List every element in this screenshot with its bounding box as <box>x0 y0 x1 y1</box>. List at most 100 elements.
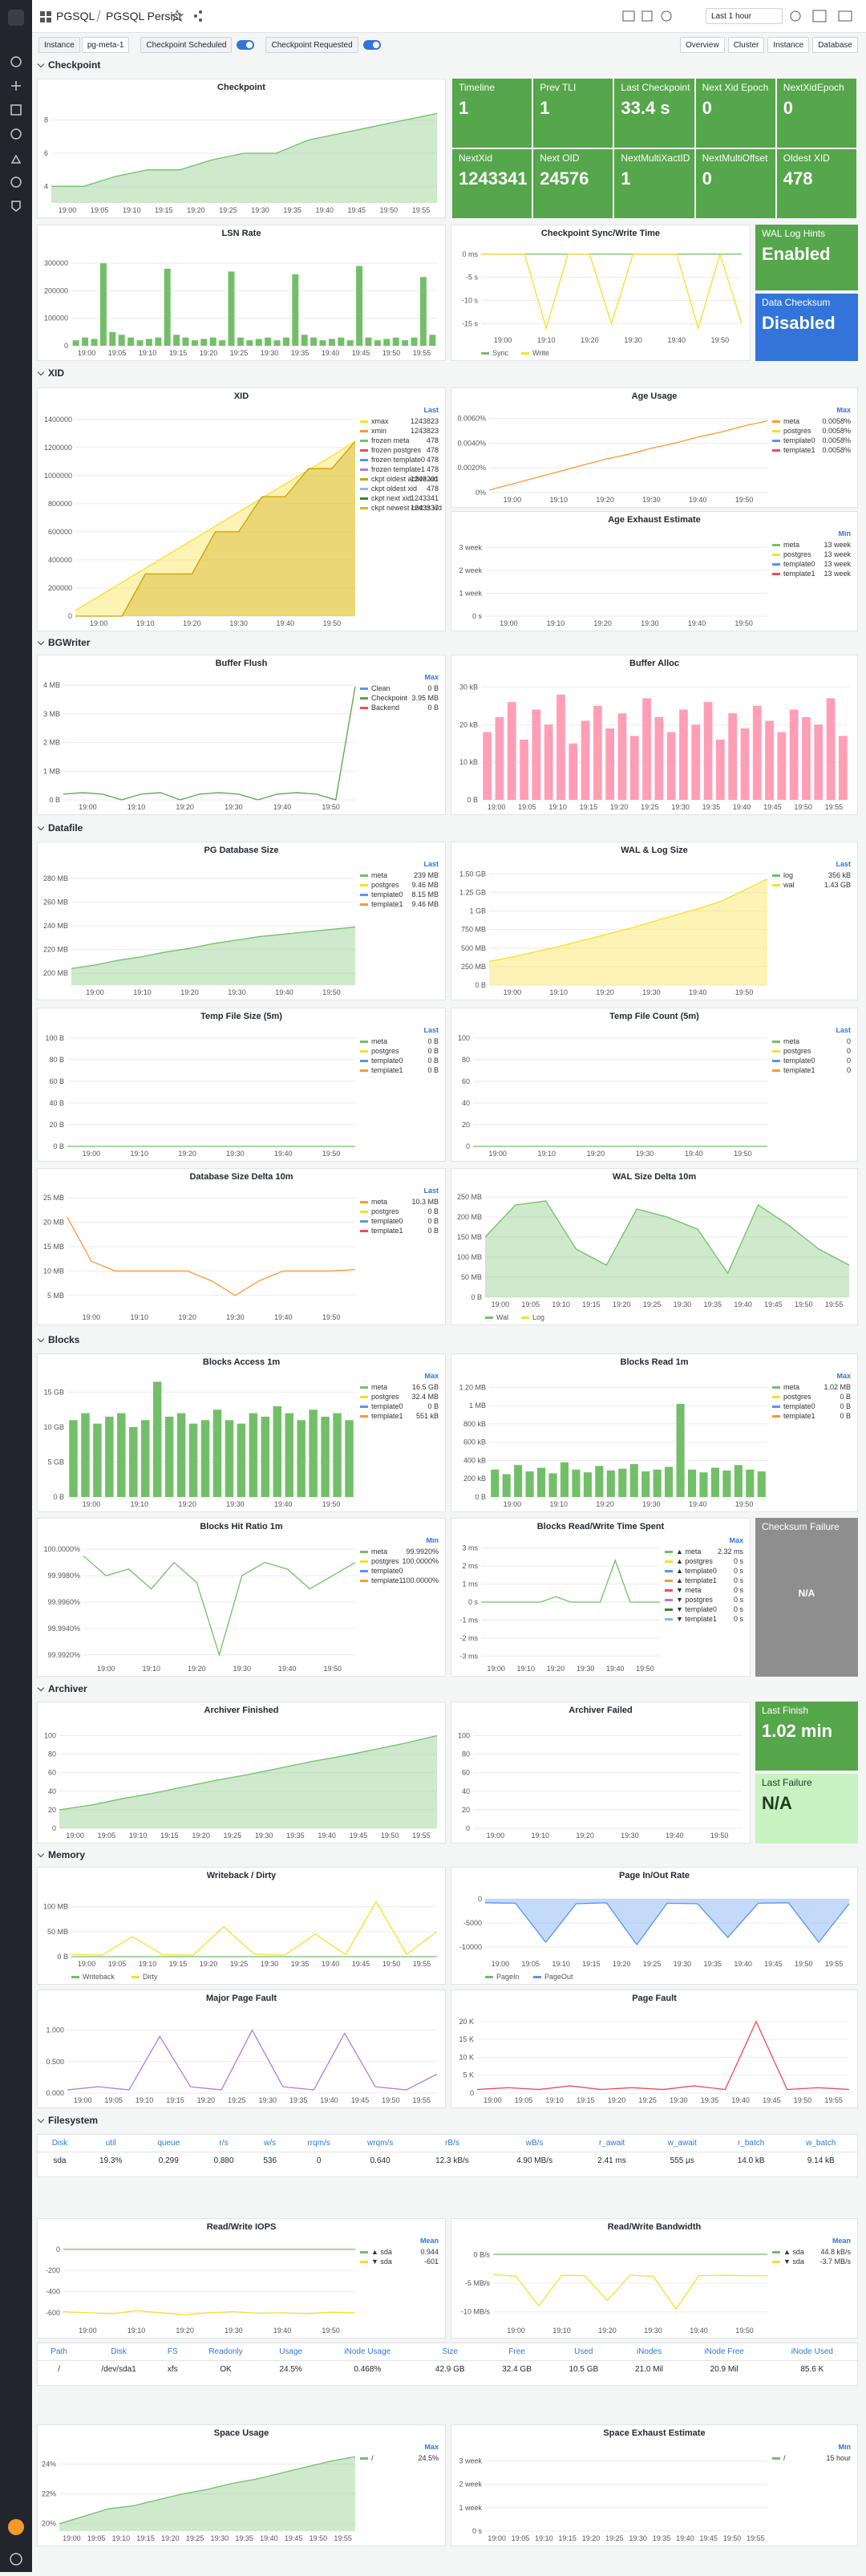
bar <box>328 339 335 346</box>
nav-button[interactable]: Instance <box>767 37 810 53</box>
y-tick-label: 4 MB <box>43 681 60 689</box>
column-header[interactable]: w/s <box>250 2135 290 2152</box>
legend-value: 10.3 MB <box>411 1198 439 1206</box>
x-tick-label: 19:25 <box>224 1832 242 1840</box>
column-header[interactable]: r_await <box>577 2135 647 2152</box>
column-header[interactable]: iNodes <box>617 2343 682 2361</box>
x-tick-label: 19:40 <box>322 1960 340 1968</box>
x-tick-label: 19:35 <box>703 1300 722 1308</box>
column-header[interactable]: Disk <box>80 2343 157 2361</box>
panel-title: Archiver Finished <box>204 1706 279 1715</box>
bar <box>105 1416 114 1497</box>
section-header[interactable]: Datafile <box>37 822 83 834</box>
column-header[interactable]: w_await <box>646 2135 718 2152</box>
legend-header: Max <box>836 408 851 414</box>
time-picker[interactable]: Last 1 hour <box>706 8 783 24</box>
y-tick-label: 250 MB <box>457 1193 482 1201</box>
bar <box>309 1410 318 1497</box>
x-tick-label: 19:25 <box>219 206 237 214</box>
x-tick-label: 19:50 <box>382 2096 400 2104</box>
column-header[interactable]: rrqm/s <box>289 2135 348 2152</box>
x-tick-label: 19:00 <box>90 619 108 627</box>
legend-swatch <box>521 352 529 355</box>
x-tick-label: 19:45 <box>699 2534 718 2542</box>
legend-name: frozen template1 <box>371 465 425 473</box>
line <box>476 2020 850 2091</box>
x-tick-label: 19:15 <box>582 1960 601 1968</box>
section-header[interactable]: Archiver <box>37 1683 87 1694</box>
nav-button[interactable]: Cluster <box>727 37 765 53</box>
x-tick-label: 19:50 <box>382 1960 401 1968</box>
refresh-icons[interactable] <box>787 8 860 24</box>
top-bar: PGSQL PGSQL Persist Last 1 hour <box>32 0 866 33</box>
legend-swatch <box>772 2457 780 2460</box>
legend-swatch <box>71 1976 79 1978</box>
column-header[interactable]: FS <box>156 2343 188 2361</box>
y-tick-label: 80 B <box>49 1056 64 1064</box>
column-header[interactable]: Used <box>550 2343 617 2361</box>
x-tick-label: 19:10 <box>537 336 556 344</box>
column-header[interactable]: iNode Free <box>681 2343 767 2361</box>
section-header[interactable]: Blocks <box>37 1334 79 1345</box>
legend-name: ▼ sda <box>783 2258 804 2266</box>
legend: Max / 24.5% <box>360 2444 439 2462</box>
legend-value: 1243341 <box>411 494 439 502</box>
breadcrumb-title[interactable]: PGSQL Persist <box>106 10 182 22</box>
column-header[interactable]: Path <box>38 2343 81 2361</box>
column-header[interactable]: queue <box>140 2135 198 2152</box>
legend-value: 478 <box>427 485 439 493</box>
legend-name: template1 <box>371 1066 403 1074</box>
toggle[interactable] <box>237 40 255 50</box>
panel-timeseries: Space Usage 20% 22% 24% 19:00 19:05 19:10 19:15… <box>37 2424 446 2546</box>
section-header[interactable]: Memory <box>37 1849 85 1860</box>
column-header[interactable]: iNode Usage <box>318 2343 417 2361</box>
x-tick-label: 19:50 <box>322 1150 341 1158</box>
y-tick-label: 1 MB <box>43 767 60 775</box>
column-header[interactable]: iNode Used <box>767 2343 857 2361</box>
toggle[interactable] <box>362 40 381 50</box>
title-icons[interactable] <box>172 10 204 22</box>
bar <box>699 1472 708 1497</box>
y-tick-label: 0 <box>68 612 72 620</box>
column-header[interactable]: Readonly <box>188 2343 264 2361</box>
area <box>51 113 437 203</box>
column-header[interactable]: wrqm/s <box>347 2135 413 2152</box>
y-tick-label: 0.000 <box>46 2089 64 2097</box>
column-header[interactable]: Disk <box>38 2135 82 2152</box>
y-tick-label: 0 <box>478 1895 482 1903</box>
section-header[interactable]: Checkpoint <box>37 59 100 71</box>
bar <box>537 1467 546 1497</box>
legend-swatch <box>485 1316 493 1319</box>
section-header[interactable]: BGWriter <box>37 637 90 648</box>
column-header[interactable]: rB/s <box>412 2135 492 2152</box>
nav-button[interactable]: Database <box>812 37 858 53</box>
y-tick-label: 200 MB <box>457 1213 482 1221</box>
x-tick-label: 19:50 <box>794 2096 812 2104</box>
legend-swatch <box>360 2261 368 2263</box>
column-header[interactable]: Size <box>416 2343 484 2361</box>
x-tick-label: 19:50 <box>795 1300 813 1308</box>
x-tick-label: 19:15 <box>577 2096 595 2104</box>
column-header[interactable]: wB/s <box>492 2135 577 2152</box>
column-header[interactable]: w_batch <box>784 2135 857 2152</box>
dashboards-icon <box>40 11 51 22</box>
variable-dropdown[interactable]: pg-meta-1 <box>81 37 130 53</box>
line <box>488 878 768 963</box>
table-cell: 4.90 MB/s <box>516 2156 553 2165</box>
nav-button[interactable]: Overview <box>680 37 725 53</box>
y-tick-label: 260 MB <box>43 898 68 906</box>
toolbar-icons[interactable] <box>621 8 694 24</box>
column-header[interactable]: r_batch <box>717 2135 785 2152</box>
section-header[interactable]: Filesystem <box>37 2115 98 2126</box>
x-tick-label: 19:40 <box>733 803 751 811</box>
breadcrumb-folder[interactable]: PGSQL <box>56 10 95 22</box>
column-header[interactable]: util <box>81 2135 140 2152</box>
y-tick-label: 99.9920% <box>47 1651 80 1659</box>
column-header[interactable]: Usage <box>263 2343 319 2361</box>
bar <box>319 340 326 346</box>
section-header[interactable]: XID <box>37 367 64 379</box>
panel-stat: Next OID 24576 <box>533 149 613 218</box>
legend-name: postgres <box>371 881 399 889</box>
column-header[interactable]: Free <box>483 2343 551 2361</box>
column-header[interactable]: r/s <box>197 2135 251 2152</box>
